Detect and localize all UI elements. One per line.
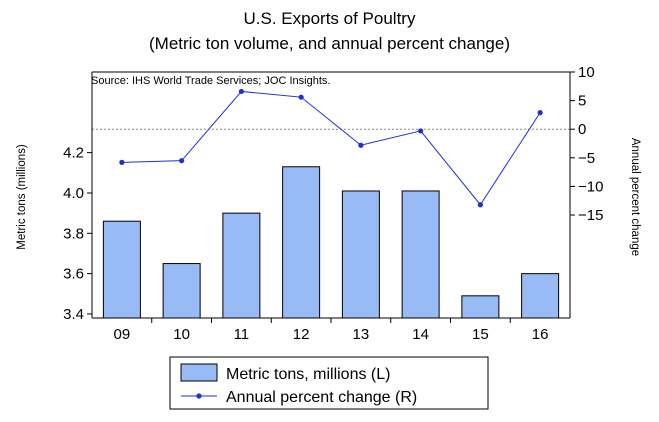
right-axis-ticks: 10 5 0 −5 −10 −15 [570, 64, 603, 224]
left-tick-label-3.6: 3.6 [63, 266, 84, 283]
bar-09 [102, 220, 141, 319]
x-tick-label-11: 11 [234, 326, 250, 343]
left-tick-label-3.4: 3.4 [63, 306, 84, 323]
left-tick-label-3.8: 3.8 [63, 225, 84, 242]
percent-change-point-13 [358, 142, 364, 148]
percent-change-point-09 [119, 159, 125, 165]
x-axis-ticks: 09 10 11 12 13 14 15 16 [114, 318, 549, 343]
right-tick-label-4: −10 [578, 178, 603, 195]
bar-10 [162, 263, 201, 319]
percent-change-point-14 [418, 128, 424, 134]
percent-change-point-12 [298, 94, 304, 100]
legend-label-annual-change: Annual percent change (R) [226, 389, 417, 406]
legend-box [169, 356, 489, 410]
right-tick-label-2: 0 [578, 121, 586, 138]
percent-change-point-15 [477, 202, 483, 208]
x-tick-label-16: 16 [532, 326, 549, 343]
right-axis-label: Annual percent change [629, 138, 641, 256]
right-tick-label-5: −15 [578, 207, 603, 224]
legend-line-marker [196, 393, 202, 399]
chart-title: U.S. Exports of Poultry [244, 9, 416, 28]
chart-subtitle: (Metric ton volume, and annual percent c… [149, 34, 510, 53]
bar-13 [341, 190, 380, 319]
legend: Metric tons, millions (L) Annual percent… [169, 356, 489, 410]
x-tick-label-10: 10 [173, 326, 190, 343]
left-axis-label: Metric tons (millions) [16, 144, 28, 250]
x-tick-label-12: 12 [293, 326, 310, 343]
bar-11 [222, 212, 261, 319]
source-note: Source: IHS World Trade Services; JOC In… [91, 75, 330, 87]
legend-label-metric-tons: Metric tons, millions (L) [226, 366, 390, 383]
bar-14 [401, 190, 440, 319]
x-tick-label-14: 14 [412, 326, 429, 343]
bar-series [102, 166, 560, 319]
left-tick-label-4.0: 4.0 [63, 185, 84, 202]
right-tick-label-1: 5 [578, 93, 586, 110]
right-tick-label-3: −5 [578, 150, 595, 167]
left-tick-label-4.2: 4.2 [63, 145, 84, 162]
bar-15 [461, 295, 500, 319]
percent-change-point-11 [238, 88, 244, 95]
percent-change-point-16 [537, 110, 543, 116]
x-tick-label-13: 13 [353, 326, 370, 343]
x-tick-label-15: 15 [472, 326, 489, 343]
percent-change-point-10 [179, 158, 185, 164]
bar-16 [521, 273, 560, 319]
bar-12 [282, 166, 321, 319]
line-series [119, 88, 543, 208]
left-axis-ticks: 3.4 3.6 3.8 4.0 4.2 [63, 145, 92, 323]
plot-area: 3.4 3.6 3.8 4.0 4.2 10 5 0 −5 −10 −15 09 10 11 12 13 1… [63, 64, 603, 343]
x-tick-label-09: 09 [114, 326, 131, 343]
legend-bar-swatch [180, 363, 218, 382]
percent-change-line [121, 90, 541, 206]
right-tick-label-0: 10 [578, 64, 595, 81]
